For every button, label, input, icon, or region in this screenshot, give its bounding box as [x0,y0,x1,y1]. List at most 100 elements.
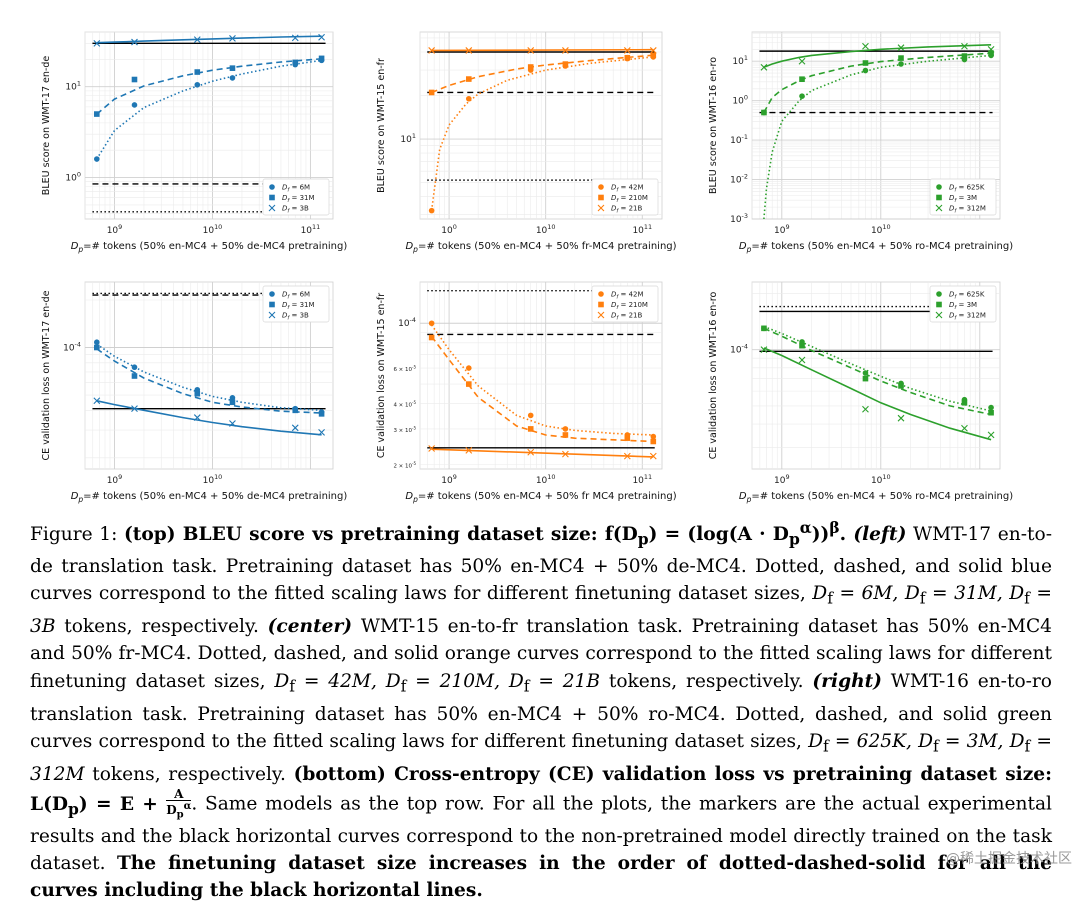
marker-x-stroke [268,311,276,319]
caption-top-heading: (top) BLEU score vs pretraining dataset … [124,518,853,549]
marker-x-stroke [798,57,806,65]
marker-circle [898,61,904,67]
marker-square [988,50,994,56]
marker-x [229,35,236,42]
caption-text: tokens, respectively. [600,670,813,692]
marker-square [527,64,534,70]
legend-entry: Df = 6M [282,184,310,194]
x-tick-label: 109 [107,473,123,486]
marker-x [131,38,138,46]
marker-square [598,301,604,308]
gridlines [751,32,1000,220]
marker-x [623,47,631,54]
legend-entry: Df = 21B [611,312,642,322]
caption-sub: f [289,677,296,696]
caption-math: D [812,583,828,605]
caption-right-tag: (right) [812,670,882,692]
marker-x-stroke [318,428,325,436]
caption-text: WMT-16 en-to-ro translation task. Pretra… [30,670,1052,752]
marker-x-stroke [623,452,631,460]
x-tick-label: 1010 [203,223,223,236]
series [428,52,657,96]
marker-x [961,42,968,50]
marker-circle [862,67,869,74]
caption-label: Figure 1: [30,524,124,546]
marker-circle [650,433,657,440]
marker-x [897,44,905,52]
marker-x [623,452,631,460]
marker-x [562,450,569,458]
marker-x [862,42,869,50]
caption-math: D [808,730,823,752]
marker-x [798,356,806,364]
marker-square [194,390,201,397]
marker-square [269,194,275,201]
caption-text: D [166,802,177,817]
caption-bottom-heading: (bottom) Cross-entropy (CE) validation l… [30,764,1052,821]
marker-x-stroke [527,448,535,456]
marker-x-stroke [291,34,299,42]
x-axis-label: Dp=# tokens (50% en-MC4 + 50% de-MC4 pre… [71,491,348,504]
caption-text: ) = (log(A · D [648,524,789,546]
marker-square [131,373,138,379]
marker-square [898,383,904,389]
series [761,325,994,416]
marker-square [761,109,767,116]
marker-x-stroke [562,450,569,458]
caption-sub: f [1024,590,1030,609]
panel-ce-en-fr: 109 1010 1011 10-4 6 × 10-5 4 × 10-5 3 × 10-5 2… [376,281,677,504]
legend-entry: Df = 31M [282,194,315,204]
x-tick-label: 1011 [301,223,321,236]
x-tick-label: 100 [441,223,457,236]
marker-square [94,344,100,351]
marker-square [936,194,942,201]
marker-square [292,59,299,66]
marker-circle [269,291,275,297]
marker-x-stroke [649,452,657,460]
y-tick-label: 101 [732,54,748,67]
watermark: @稀土掘金技术社区 [946,851,1072,867]
marker-x-stroke [465,446,473,454]
marker-x [597,204,605,212]
marker-x-stroke [318,33,325,41]
legend-entry: Df = 3B [282,205,309,215]
marker-circle [465,365,472,371]
marker-x-stroke [597,311,605,319]
legend-entry: Df = 42M [611,184,644,194]
marker-square [862,375,869,382]
marker-x [961,424,968,432]
legend-entry: Df = 3M [949,194,977,204]
caption-left-tag: (left) [853,524,907,546]
legend-entry: Df = 210M [611,301,648,311]
figure-panels: 109 1010 1011 100 101 Dp=# tokens (50% en-MC4… [41,31,1013,504]
legend-entry: Df = 21B [611,205,642,215]
x-tick-label: 1010 [871,223,891,236]
marker-circle [527,412,534,419]
x-tick-label: 109 [774,473,790,486]
marker-circle [936,291,942,297]
marker-square [650,438,657,445]
marker-x-stroke [229,35,236,42]
x-tick-label: 1010 [536,223,556,236]
marker-x [935,204,943,212]
panel-bleu-en-fr: 100 1010 1011 101 Dp=# tokens (50% en-MC4 + … [376,31,677,254]
caption-text: . Same models as the top row. For all th… [30,793,1052,874]
legend-box [929,285,997,323]
fit-curve-dotted [763,325,992,412]
plot-content [427,289,657,460]
marker-x [527,448,535,456]
caption-sub: p [637,529,649,549]
caption-math: = 6M, [832,583,905,605]
caption-sub: f [827,590,833,609]
marker-square [562,432,569,438]
marker-x [527,47,535,54]
gridlines [751,282,1000,469]
series [760,42,995,71]
marker-x-stroke [649,47,657,54]
marker-circle [94,156,100,162]
panel-ce-en-de: 109 1010 10-4 Dp=# tokens (50% en-MC4 + 50%… [41,281,348,504]
caption-sup: α [799,518,812,537]
caption-sub: f [919,590,926,609]
